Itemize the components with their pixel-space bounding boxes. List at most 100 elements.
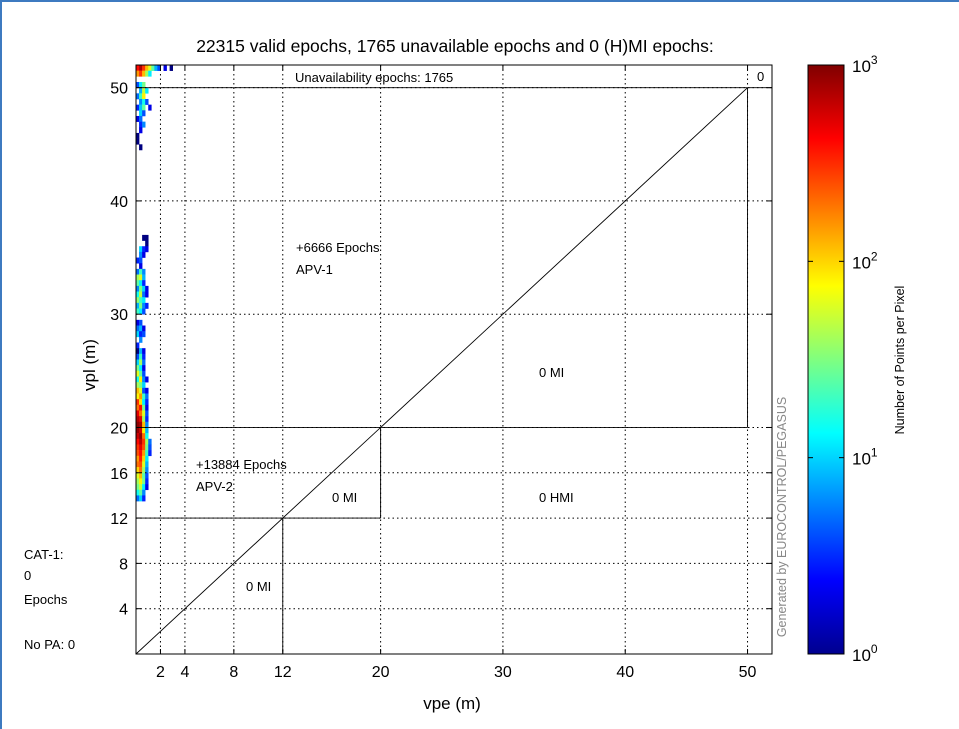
heatmap-cell	[151, 65, 155, 71]
heatmap-cell	[139, 121, 143, 128]
heatmap-cell	[139, 251, 143, 258]
heatmap-cell	[136, 285, 140, 292]
heatmap-cell	[139, 308, 143, 315]
heatmap-cell	[145, 433, 149, 440]
heatmap-cell	[142, 331, 146, 338]
heatmap-cell	[148, 104, 152, 111]
heatmap-cell	[139, 93, 143, 100]
plot-frame	[135, 64, 773, 655]
y-tick-label: 12	[110, 511, 128, 528]
heatmap-cell	[136, 365, 140, 372]
heatmap-cell	[136, 478, 140, 485]
heatmap-cell	[139, 484, 143, 491]
heatmap-cell	[142, 438, 146, 445]
heatmap-cell	[142, 268, 146, 275]
heatmap-cell	[136, 297, 140, 304]
y-tick-label: 50	[110, 81, 128, 98]
heatmap-cell	[157, 65, 161, 71]
y-tick-label: 40	[110, 194, 128, 211]
heatmap-cell	[139, 433, 143, 440]
heatmap-cell	[136, 404, 140, 411]
heatmap-cell	[139, 410, 143, 417]
heatmap-cell	[145, 467, 149, 474]
heatmap-cell	[136, 359, 140, 366]
heatmap-cell	[136, 81, 140, 88]
heatmap-cell	[139, 370, 143, 377]
heatmap-cell	[136, 268, 140, 275]
heatmap-cell	[136, 132, 140, 139]
window-border-left	[0, 0, 2, 729]
cat1-label: CAT-1:	[24, 547, 64, 562]
cat1-count: 0	[24, 568, 31, 583]
heatmap-cell	[136, 416, 140, 423]
heatmap-cell	[139, 127, 143, 134]
heatmap-cell	[142, 251, 146, 258]
heatmap-cell	[145, 427, 149, 434]
heatmap-cell	[139, 70, 143, 77]
heatmap-cell	[139, 444, 143, 451]
heatmap-cell	[136, 461, 140, 468]
heatmap-cell	[142, 302, 146, 309]
heatmap-cell	[145, 410, 149, 417]
heatmap-cell	[142, 246, 146, 253]
heatmap-cell	[145, 387, 149, 394]
heatmap-cell	[136, 421, 140, 428]
heatmap-cell	[136, 444, 140, 451]
heatmap-cell	[142, 467, 146, 474]
heatmap-cell	[142, 110, 146, 117]
heatmap-cell	[139, 257, 143, 264]
mi-apv2-label: 0 MI	[332, 490, 357, 505]
heatmap-cell	[145, 98, 149, 105]
y-tick-label: 20	[110, 420, 128, 437]
heatmap-cell	[145, 87, 149, 94]
heatmap-cell	[139, 110, 143, 117]
y-tick-label: 8	[119, 556, 128, 573]
heatmap-cell	[148, 70, 152, 77]
apv2-label: APV-2	[196, 479, 233, 494]
heatmap-cell	[142, 291, 146, 298]
y-axis-label: vpl (m)	[80, 339, 99, 391]
y-tick-label: 16	[110, 466, 128, 483]
heatmap-cell	[145, 438, 149, 445]
heatmap-cell	[136, 393, 140, 400]
heatmap-cell	[136, 257, 140, 264]
heatmap-cell	[136, 93, 140, 100]
heatmap-cell	[136, 495, 140, 502]
heatmap-cell	[145, 240, 149, 247]
x-tick-label: 20	[372, 664, 390, 681]
heatmap-cell	[148, 450, 152, 457]
heatmap-cell	[136, 387, 140, 394]
heatmap-cell	[145, 461, 149, 468]
heatmap-cell	[142, 444, 146, 451]
heatmap-cell	[136, 427, 140, 434]
heatmap-cell	[142, 365, 146, 372]
heatmap-cell	[142, 93, 146, 100]
heatmap-cell	[139, 115, 143, 122]
heatmap-cell	[139, 104, 143, 111]
heatmap-cell	[163, 65, 167, 71]
heatmap-cell	[139, 382, 143, 389]
x-tick-label: 30	[494, 664, 512, 681]
heatmap-cell	[136, 115, 140, 122]
heatmap-cell	[142, 376, 146, 383]
heatmap-cell	[142, 478, 146, 485]
x-tick-label: 50	[739, 664, 757, 681]
heatmap-cell	[142, 70, 146, 77]
heatmap-cell	[148, 65, 152, 71]
x-tick-label: 40	[616, 664, 634, 681]
heatmap-cell	[139, 87, 143, 94]
heatmap-cell	[136, 70, 140, 77]
x-tick-label: 12	[274, 664, 292, 681]
heatmap-cell	[136, 472, 140, 479]
cat1-unit: Epochs	[24, 592, 68, 607]
chart-title: 22315 valid epochs, 1765 unavailable epo…	[196, 36, 714, 56]
heatmap-cell	[136, 138, 140, 145]
heatmap-cell	[139, 495, 143, 502]
x-tick-label: 8	[229, 664, 238, 681]
hmi-label: 0 HMI	[539, 490, 574, 505]
heatmap-cell	[139, 472, 143, 479]
heatmap-cell	[142, 472, 146, 479]
